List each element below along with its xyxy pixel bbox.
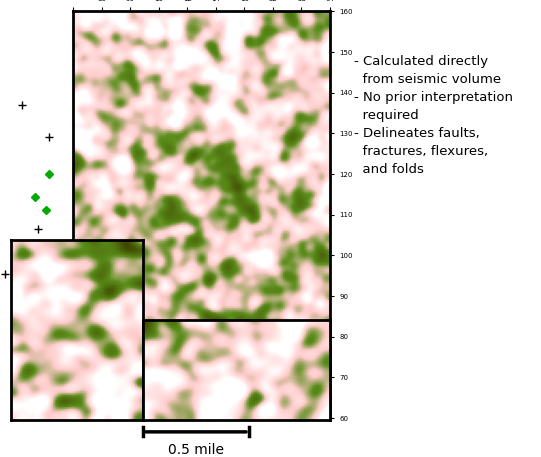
Text: - Calculated directly
  from seismic volume
- No prior interpretation
  required: - Calculated directly from seismic volum… <box>354 55 513 176</box>
Text: 0.5 mile: 0.5 mile <box>168 443 225 457</box>
